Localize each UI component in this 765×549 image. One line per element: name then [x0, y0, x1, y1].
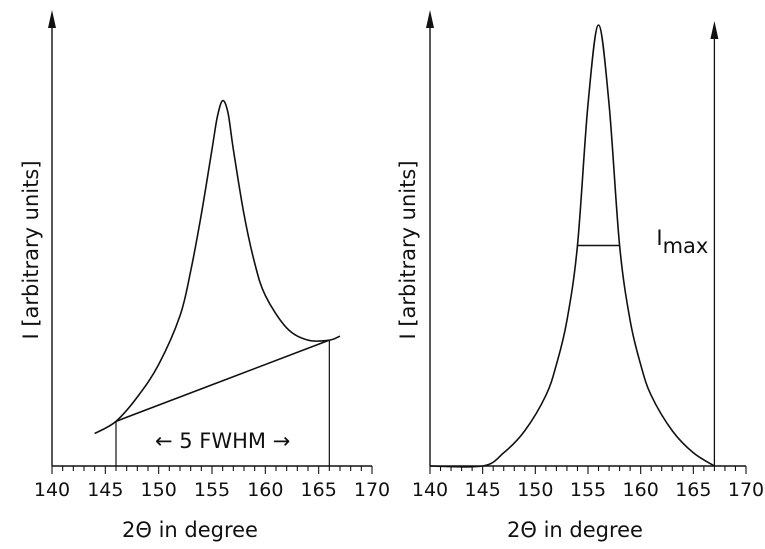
right-y-axis-arrow [426, 10, 434, 28]
right-x-axis-label: 2Θ in degree [507, 518, 643, 542]
left-x-ticks [51, 466, 373, 474]
x-tick-label: 165 [301, 479, 337, 501]
left-x-tick-labels: 140 145 150 155 160 165 170 [34, 479, 390, 501]
x-tick-label: 140 [34, 479, 70, 501]
x-tick-label: 155 [194, 479, 230, 501]
x-tick-label: 170 [728, 479, 764, 501]
right-x-tick-labels: 140 145 150 155 160 165 170 [412, 479, 764, 501]
x-tick-label: 145 [87, 479, 123, 501]
fwhm-annotation: ← 5 FWHM → [155, 429, 290, 453]
x-tick-label: 150 [141, 479, 177, 501]
imax-label-sub: max [663, 234, 709, 258]
x-tick-label: 145 [465, 479, 501, 501]
x-tick-label: 170 [354, 479, 390, 501]
left-y-axis-label: I [arbitrary units] [19, 160, 43, 339]
imax-arrow-head [710, 21, 719, 39]
x-tick-label: 160 [247, 479, 283, 501]
left-peak-curve [94, 99, 341, 435]
right-peak-curve [429, 24, 715, 468]
x-tick-label: 155 [570, 479, 606, 501]
left-background-line [115, 339, 330, 423]
x-tick-label: 165 [675, 479, 711, 501]
left-y-axis-arrow [48, 10, 56, 28]
imax-label-main: I [656, 226, 662, 250]
left-chart: 140 145 150 155 160 165 170 2Θ in degree I [ar… [19, 10, 390, 542]
left-x-axis-label: 2Θ in degree [122, 518, 258, 542]
right-chart: 140 145 150 155 160 165 170 2Θ in degree I [ar… [396, 10, 764, 542]
x-tick-label: 140 [412, 479, 448, 501]
imax-label: Imax [656, 226, 708, 258]
x-tick-label: 150 [517, 479, 553, 501]
x-tick-label: 160 [623, 479, 659, 501]
right-y-axis-label: I [arbitrary units] [396, 160, 420, 339]
right-x-ticks [429, 466, 747, 474]
